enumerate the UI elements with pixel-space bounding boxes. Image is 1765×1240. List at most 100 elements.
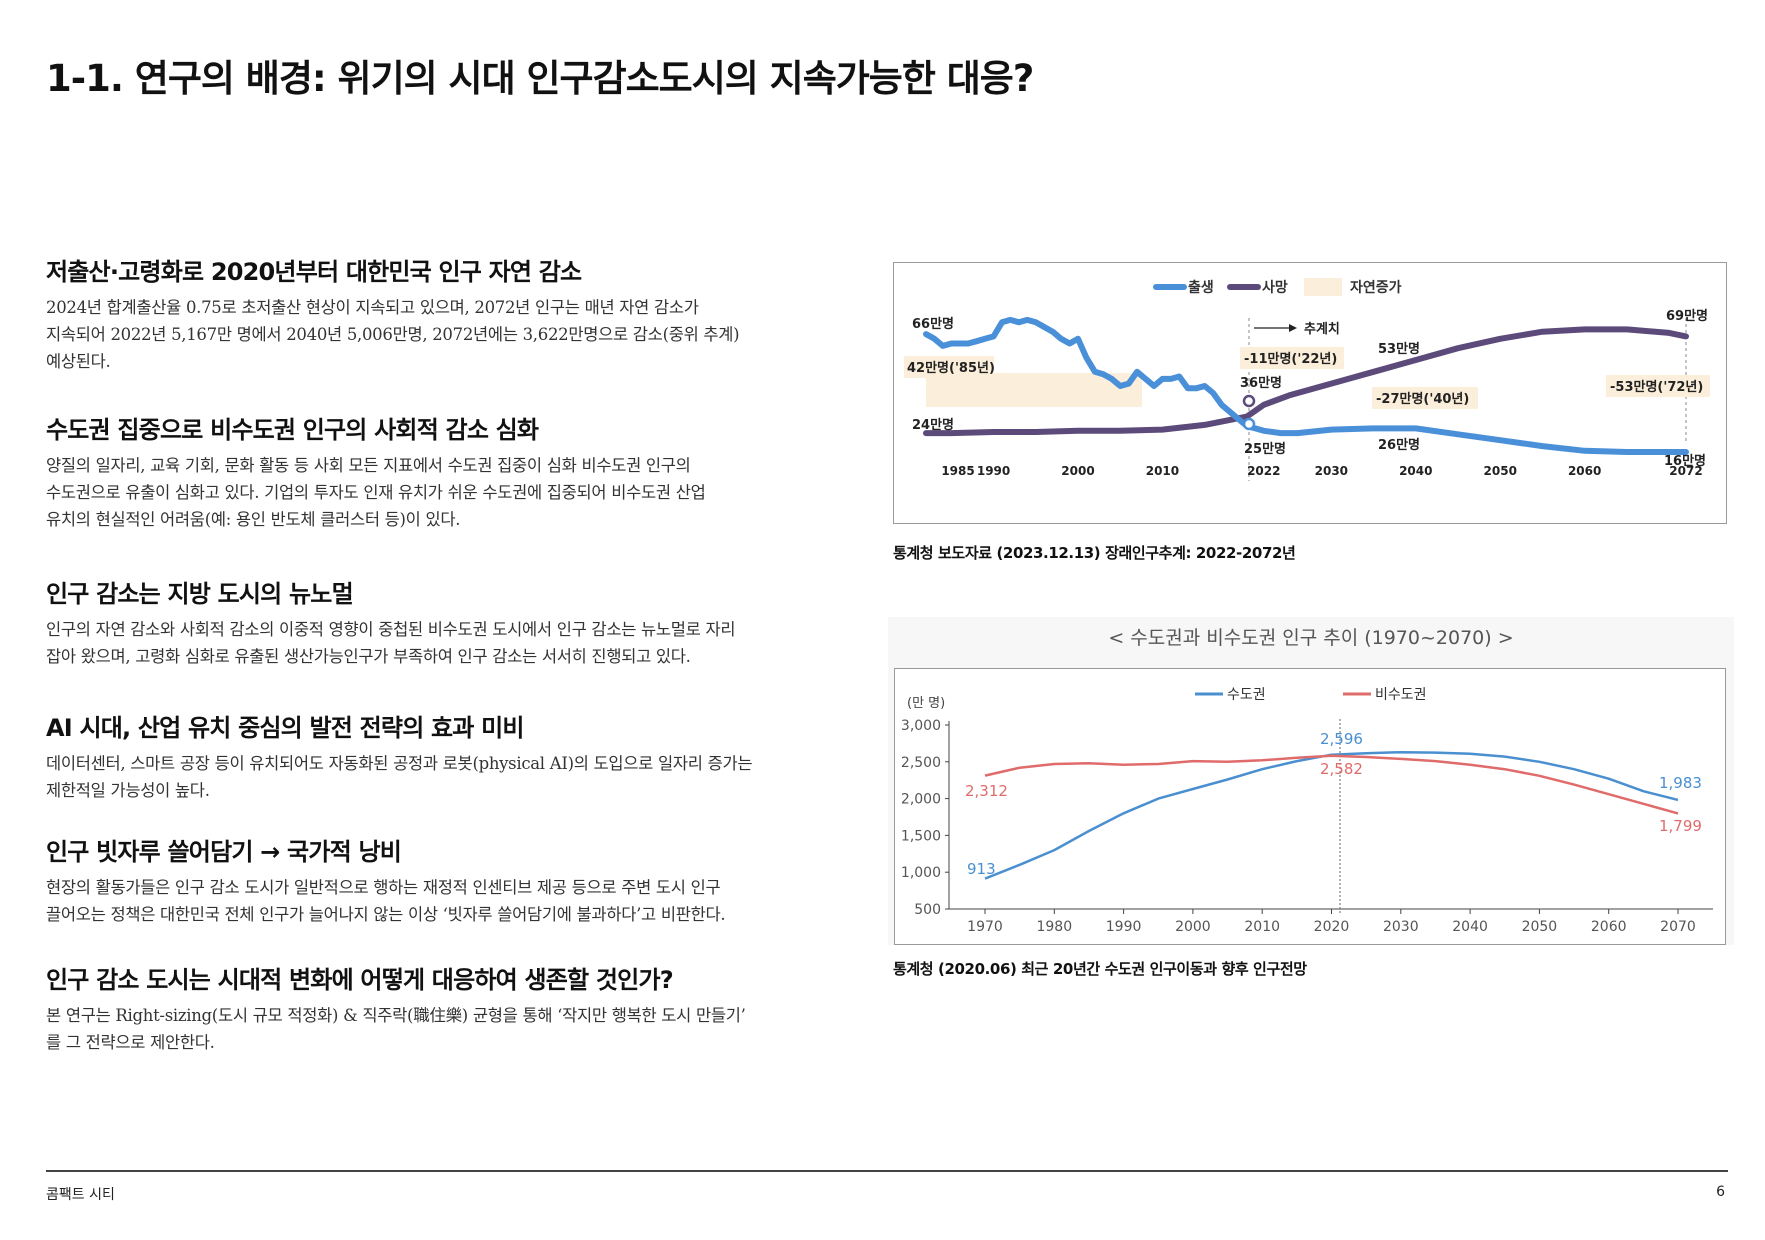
x-tick-label: 1980 [1036,919,1072,935]
y-tick-label: 500 [914,902,941,918]
body-line: 끌어오는 정책은 대한민국 전체 인구가 늘어나지 않는 이상 ‘빗자루 쓸어담… [46,905,726,924]
legend-births-label: 출생 [1188,279,1214,296]
page-number: 6 [1716,1184,1725,1200]
x-tick-label: 1990 [977,464,1010,478]
section-heading: AI 시대, 산업 유치 중심의 발전 전략의 효과 미비 [46,714,525,742]
body-line: 를 그 전략으로 제안한다. [46,1033,215,1052]
births-line [923,316,1689,455]
section-natural-decrease: 저출산·고령화로 2020년부터 대한민국 인구 자연 감소 2024년 합계출… [46,252,876,375]
x-tick-label: 2000 [1175,919,1211,935]
y-tick-label: 3,000 [901,718,941,734]
annotation-natural-increase-2072-box [1606,375,1710,397]
annotation-deaths-2040: 53만명 [1378,341,1420,357]
births-deaths-chart: 출생 사망 자연증가 추계치 66만명 42만명('85년) 24만명 -11만… [904,278,1710,481]
section-ai-era: AI 시대, 산업 유치 중심의 발전 전략의 효과 미비 데이터센터, 스마트… [46,708,876,804]
page-title: 1-1. 연구의 배경: 위기의 시대 인구감소도시의 지속가능한 대응? [46,57,1034,100]
annotation-births-1982: 66만명 [912,316,954,332]
x-tick-label: 2050 [1522,919,1558,935]
x-tick-label: 2050 [1484,464,1517,478]
section-research-question: 인구 감소 도시는 시대적 변화에 어떻게 대응하여 생존할 것인가? 본 연구… [46,960,876,1056]
chart1-legend: 출생 사망 자연증가 [1153,278,1402,296]
annotation-births-2022: 25만명 [1244,441,1286,457]
annotation-deaths-2072: 69만명 [1666,308,1708,324]
capital-population-chart-box: 수도권 비수도권 (만 명) 3,000 2,500 2,000 1,500 1,000… [894,668,1726,945]
label-capital-2070: 1,983 [1659,774,1702,792]
section-heading: 인구 빗자루 쓸어담기 → 국가적 낭비 [46,838,402,866]
deaths-line [923,326,1689,437]
legend-noncapital-label: 비수도권 [1375,687,1427,703]
section-body: 양질의 일자리, 교육 기회, 문화 활동 등 사회 모든 지표에서 수도권 집… [46,452,876,533]
annotation-deaths-1982: 24만명 [912,417,954,433]
section-heading: 저출산·고령화로 2020년부터 대한민국 인구 자연 감소 [46,258,582,286]
section-heading: 수도권 집중으로 비수도권 인구의 사회적 감소 심화 [46,416,539,444]
annotation-births-2040: 26만명 [1378,437,1420,453]
body-line: 예상된다. [46,352,111,371]
body-line: 본 연구는 Right-sizing(도시 규모 적정화) & 직주락(職住樂)… [46,1006,746,1025]
chart2-axes: 3,000 2,500 2,000 1,500 1,000 500 1970 1980 1990… [901,718,1713,935]
annotation-natural-increase-2072: -53만명('72년) [1610,379,1703,395]
annotation-natural-increase-2022: -11만명('22년) [1244,351,1337,367]
chart1-caption: 통계청 보도자료 (2023.12.13) 장래인구추계: 2022-2072년 [893,544,1296,562]
body-line: 현장의 활동가들은 인구 감소 도시가 일반적으로 행하는 재정적 인센티브 제… [46,878,721,897]
annotation-natural-increase-2040: -27만명('40년) [1376,391,1469,407]
body-line: 제한적일 가능성이 높다. [46,781,210,800]
projection-arrow-head [1289,324,1297,332]
y-tick-label: 1,000 [901,865,941,881]
footer-title: 콤팩트 시티 [46,1187,115,1203]
x-tick-label: 1970 [967,919,1003,935]
section-broom-sweeping: 인구 빗자루 쓸어담기 → 국가적 낭비 현장의 활동가들은 인구 감소 도시가… [46,832,876,928]
section-body: 현장의 활동가들은 인구 감소 도시가 일반적으로 행하는 재정적 인센티브 제… [46,874,876,928]
section-body: 인구의 자연 감소와 사회적 감소의 이중적 영향이 중첩된 비수도권 도시에서… [46,616,876,670]
annotation-natural-increase-2022-box [1240,347,1344,369]
label-noncapital-2070: 1,799 [1659,817,1702,835]
annotation-births-2072: 16만명 [1664,453,1706,469]
x-tick-label: 2020 [1314,919,1350,935]
body-line: 데이터센터, 스마트 공장 등이 유치되어도 자동화된 공정과 로봇(physi… [46,754,753,773]
body-line: 지속되어 2022년 5,167만 명에서 2040년 5,006만명, 207… [46,325,740,344]
x-tick-label: 2060 [1568,464,1601,478]
projection-label: 추계치 [1304,321,1340,337]
legend-capital-label: 수도권 [1227,687,1266,703]
x-tick-label: 2010 [1244,919,1280,935]
chart1-x-axis: 1985 1990 2000 2010 2022 2030 2040 2050 2060 2072 [941,464,1702,478]
annotation-natural-increase-2040-box [1372,387,1478,409]
section-body: 데이터센터, 스마트 공장 등이 유치되어도 자동화된 공정과 로봇(physi… [46,750,876,804]
section-capital-concentration: 수도권 집중으로 비수도권 인구의 사회적 감소 심화 양질의 일자리, 교육 … [46,410,876,533]
x-tick-label: 2000 [1061,464,1094,478]
section-body: 본 연구는 Right-sizing(도시 규모 적정화) & 직주락(職住樂)… [46,1002,876,1056]
x-tick-label: 2022 [1247,464,1280,478]
capital-population-chart: 수도권 비수도권 (만 명) 3,000 2,500 2,000 1,500 1,000… [901,687,1713,935]
footer-divider [46,1170,1728,1172]
point-2022-deaths [1242,394,1256,408]
label-noncapital-1970: 2,312 [965,782,1008,800]
section-body: 2024년 합계출산율 0.75로 초저출산 현상이 지속되고 있으며, 207… [46,294,876,375]
body-line: 2024년 합계출산율 0.75로 초저출산 현상이 지속되고 있으며, 207… [46,298,699,317]
annotation-deaths-2022: 36만명 [1240,375,1282,391]
chart2-legend: 수도권 비수도권 [1195,687,1427,703]
annotation-natural-increase-1985: 42만명('85년) [907,360,995,376]
y-tick-label: 1,500 [901,828,941,844]
x-tick-label: 1985 [941,464,974,478]
y-axis-unit-label: (만 명) [907,696,945,711]
legend-deaths-label: 사망 [1262,279,1288,296]
annotation-natural-increase-1985-box [904,356,994,378]
x-tick-label: 1990 [1106,919,1142,935]
x-tick-label: 2040 [1399,464,1432,478]
point-2022-births [1242,417,1256,431]
y-tick-label: 2,000 [901,792,941,808]
chart2-caption: 통계청 (2020.06) 최근 20년간 수도권 인구이동과 향후 인구전망 [893,960,1307,978]
noncapital-line [984,754,1679,815]
label-capital-2020: 2,596 [1320,730,1363,748]
x-tick-label: 2072 [1669,464,1702,478]
section-heading: 인구 감소 도시는 시대적 변화에 어떻게 대응하여 생존할 것인가? [46,966,674,994]
chart2-title: < 수도권과 비수도권 인구 추이 (1970~2070) > [1108,627,1514,649]
y-tick-label: 2,500 [901,755,941,771]
chart2-data-labels: 2,312 913 2,596 2,582 1,983 1,799 [965,730,1702,878]
chart1-annotations: 66만명 42만명('85년) 24만명 -11만명('22년) 36만명 25… [904,308,1710,469]
body-line: 수도권으로 유출이 심화고 있다. 기업의 투자도 인재 유치가 쉬운 수도권에… [46,483,706,502]
body-line: 양질의 일자리, 교육 기회, 문화 활동 등 사회 모든 지표에서 수도권 집… [46,456,691,475]
body-line: 잡아 왔으며, 고령화 심화로 유출된 생산가능인구가 부족하여 인구 감소는 … [46,647,691,666]
x-tick-label: 2010 [1146,464,1179,478]
x-tick-label: 2030 [1383,919,1419,935]
section-new-normal: 인구 감소는 지방 도시의 뉴노멀 인구의 자연 감소와 사회적 감소의 이중적… [46,574,876,670]
